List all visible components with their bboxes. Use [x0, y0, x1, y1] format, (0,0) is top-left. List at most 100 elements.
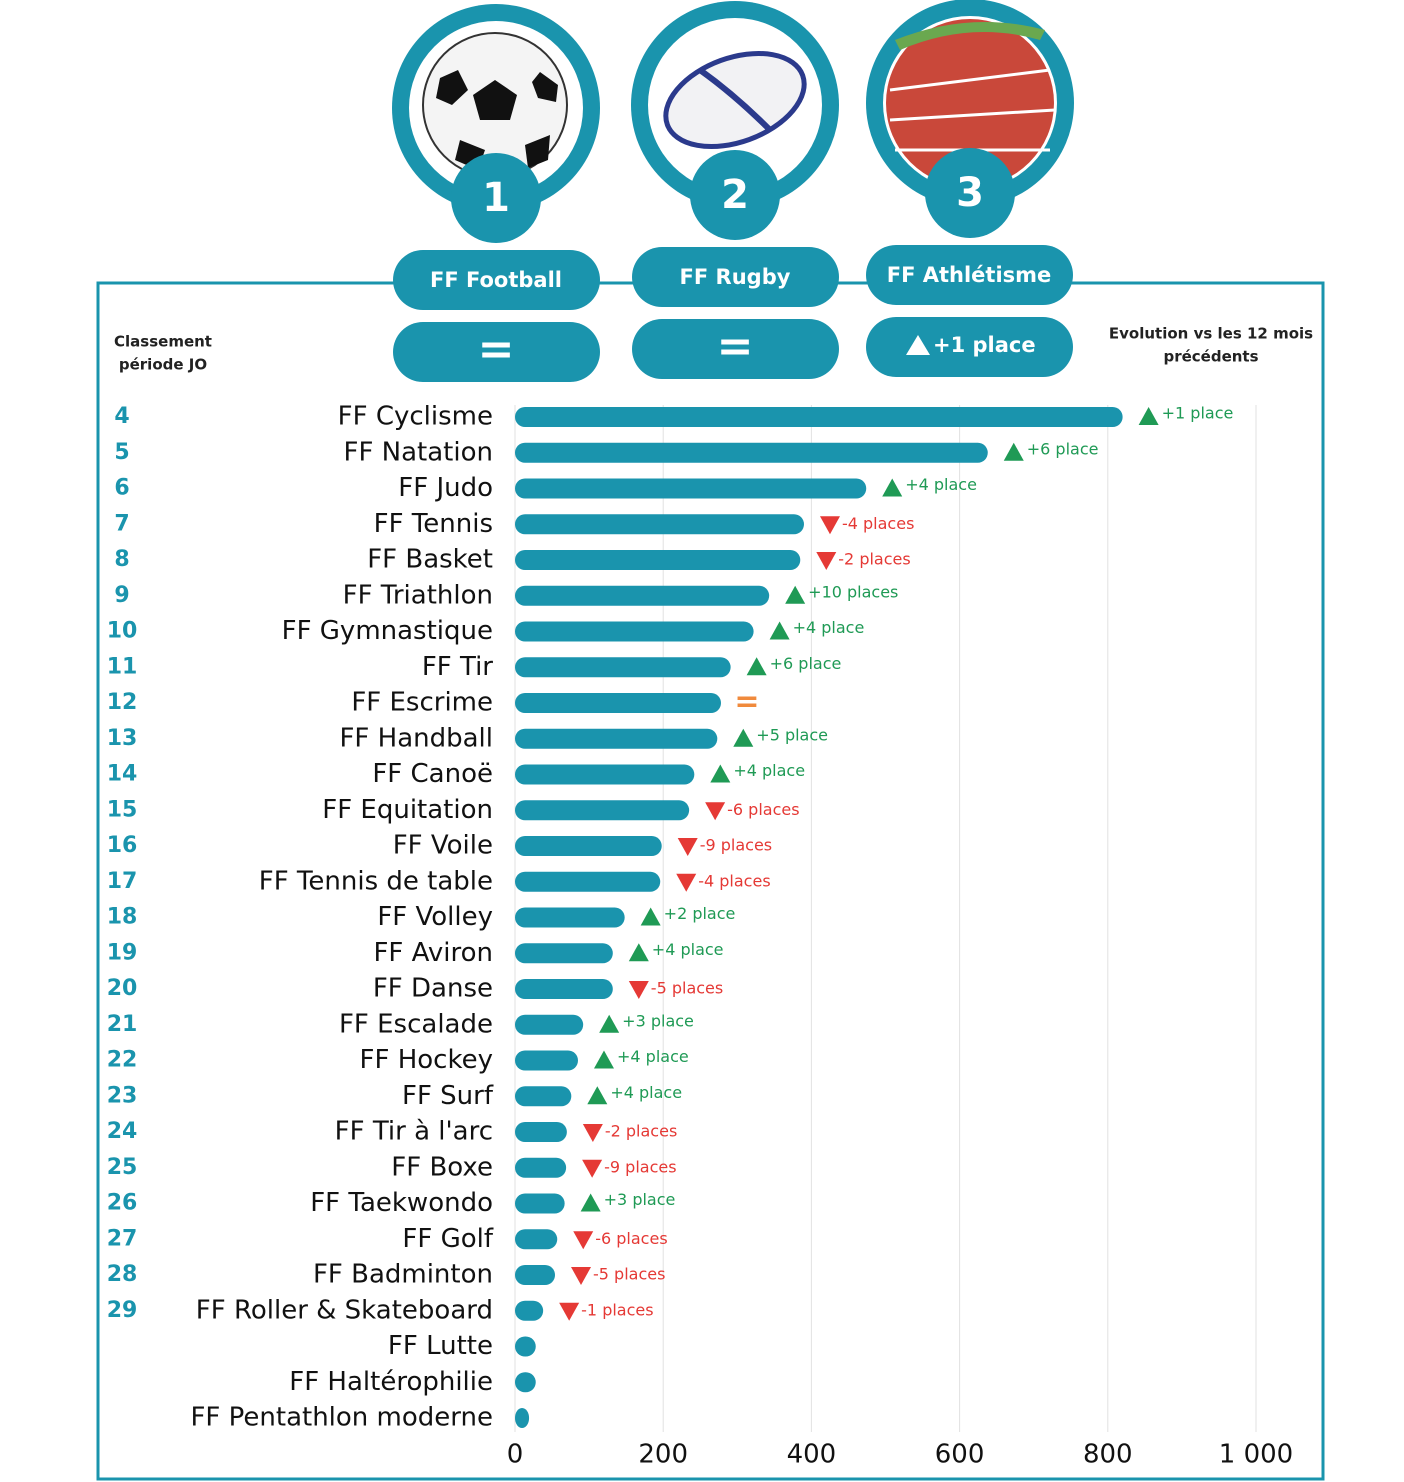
- rank-label: 15: [107, 797, 138, 822]
- bar: [515, 657, 731, 678]
- podium-2: 2 FF Rugby =: [631, 1, 839, 379]
- down-arrow: [819, 516, 840, 535]
- podium-name: FF Football: [430, 268, 562, 292]
- bar: [515, 478, 867, 499]
- category-label: FF Basket: [367, 545, 493, 575]
- down-arrow: [816, 552, 837, 570]
- bar: [515, 1050, 578, 1071]
- up-arrow: [733, 728, 754, 747]
- bar: [515, 800, 690, 821]
- rank-label: 4: [114, 404, 129, 429]
- x-tick-label: 600: [935, 1440, 985, 1470]
- rank-label: 20: [107, 976, 138, 1001]
- x-tick-label: 200: [638, 1440, 688, 1470]
- category-label: FF Danse: [373, 974, 493, 1004]
- up-arrow: [599, 1014, 620, 1033]
- category-label: FF Hockey: [360, 1045, 493, 1075]
- podium-evolution: =: [478, 324, 515, 375]
- rank-label: 12: [107, 690, 138, 715]
- up-arrow: [1138, 407, 1159, 425]
- rank-label: 9: [114, 583, 129, 608]
- down-arrow: [676, 873, 697, 892]
- bar: [515, 1122, 567, 1142]
- podium-rank: 1: [482, 175, 510, 221]
- rank-label: 21: [107, 1012, 138, 1037]
- rank-label: 16: [107, 833, 138, 858]
- evolution-label: -4 places: [698, 871, 770, 890]
- rank-label: 22: [107, 1048, 138, 1073]
- bar: [515, 907, 625, 928]
- bar: [515, 1193, 565, 1214]
- evolution-heading: Evolution vs les 12 mois: [1109, 325, 1313, 343]
- evolution-label: +3 place: [622, 1011, 694, 1030]
- category-label: FF Aviron: [373, 938, 493, 968]
- evolution-label: +4 place: [905, 475, 977, 494]
- evolution-label: +4 place: [610, 1083, 682, 1102]
- up-arrow: [710, 764, 731, 783]
- podium-1: 1 FF Football =: [392, 4, 600, 382]
- category-label: FF Roller & Skateboard: [196, 1295, 493, 1325]
- up-arrow: [746, 657, 767, 676]
- rank-label: 29: [107, 1298, 138, 1323]
- x-tick-label: 400: [787, 1440, 837, 1470]
- evolution-label: -6 places: [727, 800, 799, 819]
- bar: [515, 1014, 584, 1035]
- rank-label: 18: [107, 905, 138, 930]
- bar: [515, 1086, 572, 1107]
- up-arrow: [593, 1050, 614, 1069]
- bar: [515, 550, 801, 570]
- rank-heading: période JO: [119, 356, 207, 374]
- rank-label: 24: [107, 1119, 138, 1144]
- down-arrow: [628, 981, 649, 999]
- category-label: FF Lutte: [388, 1331, 493, 1361]
- category-label: FF Equitation: [322, 795, 493, 825]
- rank-label: 19: [107, 940, 138, 965]
- category-label: FF Golf: [402, 1224, 493, 1254]
- bar: [515, 943, 613, 964]
- up-arrow: [769, 621, 790, 640]
- evolution-label: -6 places: [595, 1229, 667, 1248]
- podium-evolution: +1 place: [933, 333, 1036, 357]
- category-label: FF Tennis: [374, 509, 493, 539]
- evolution-label: +4 place: [733, 761, 805, 780]
- category-label: FF Tir: [422, 652, 493, 682]
- bar: [515, 514, 804, 535]
- evolution-label: +2 place: [664, 904, 736, 923]
- bar: [515, 979, 613, 999]
- evolution-label: -1 places: [581, 1300, 653, 1319]
- down-arrow: [582, 1159, 603, 1178]
- bar: [515, 871, 661, 892]
- evolution-label: +3 place: [604, 1190, 676, 1209]
- rank-label: 6: [114, 476, 129, 501]
- evolution-label: +5 place: [756, 725, 828, 744]
- podium-rank: 2: [721, 172, 749, 218]
- category-label: FF Volley: [377, 902, 493, 932]
- plot: 0 200 400 600 800 1 000 FF Cyclisme 4 +1 place FF…: [107, 402, 1294, 1470]
- category-label: FF Canoë: [372, 759, 493, 789]
- evolution-label: +10 places: [808, 582, 898, 601]
- evolution-label: -9 places: [700, 836, 772, 855]
- bar: [515, 1408, 530, 1428]
- evolution-label: +1 place: [1162, 404, 1234, 423]
- bar: [515, 764, 695, 785]
- category-label: FF Surf: [402, 1081, 494, 1111]
- x-tick-label: 800: [1083, 1440, 1133, 1470]
- category-label: FF Boxe: [391, 1152, 493, 1182]
- up-arrow: [882, 478, 903, 497]
- rank-label: 25: [107, 1155, 138, 1180]
- category-label: FF Tir à l'arc: [335, 1117, 493, 1147]
- up-arrow: [785, 585, 806, 604]
- category-label: FF Judo: [398, 473, 493, 503]
- category-label: FF Haltérophilie: [289, 1367, 493, 1397]
- evolution-label: +4 place: [617, 1047, 689, 1066]
- evolution-label: -5 places: [593, 1265, 665, 1284]
- bar: [515, 1372, 536, 1393]
- rank-label: 27: [107, 1226, 138, 1251]
- rank-label: 26: [107, 1191, 138, 1216]
- category-label: FF Pentathlon moderne: [190, 1403, 493, 1433]
- podium-name: FF Rugby: [680, 265, 791, 289]
- podium-name: FF Athlétisme: [887, 263, 1052, 287]
- category-label: FF Handball: [339, 723, 493, 753]
- rank-heading: Classement: [114, 333, 212, 351]
- evolution-label: -5 places: [651, 979, 723, 998]
